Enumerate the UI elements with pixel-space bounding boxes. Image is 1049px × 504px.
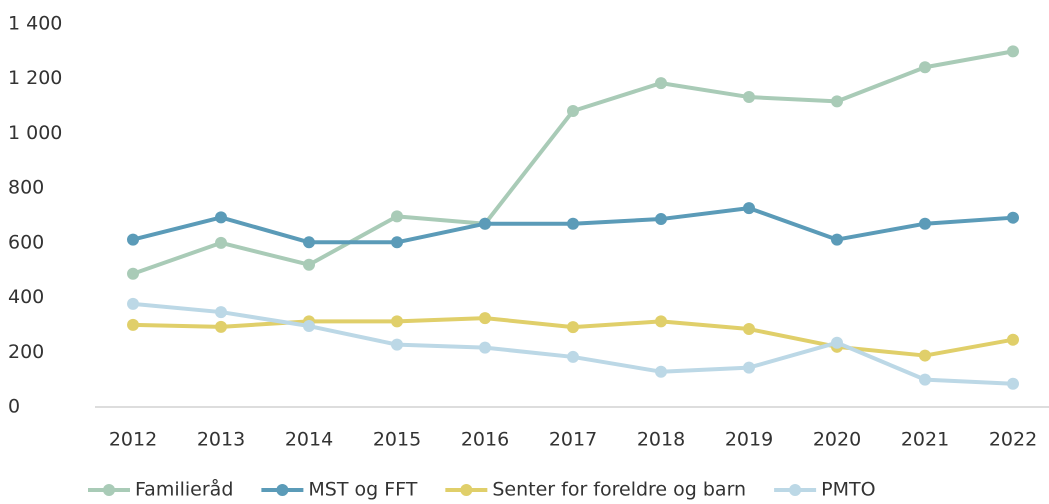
point [127,318,139,331]
point [743,91,755,104]
point [743,323,755,336]
point [479,217,491,230]
point [127,297,139,310]
point [303,236,315,249]
point [743,361,755,374]
point [919,373,931,386]
y-tick-label: 600 [8,231,44,253]
point [215,320,227,333]
x-tick-label: 2015 [373,429,421,451]
y-tick-label: 1 200 [8,67,62,89]
point [391,236,403,249]
point [919,61,931,74]
x-tick-label: 2019 [725,429,773,451]
legend-marker [103,484,115,496]
point [567,350,579,363]
x-tick-label: 2014 [285,429,333,451]
legend-marker [276,484,289,496]
x-tick-label: 2022 [989,429,1037,451]
point [391,338,403,351]
point [655,365,667,378]
point [919,217,931,230]
series-line [132,301,1014,386]
legend-label: PMTO [821,479,875,501]
point [215,236,227,249]
legend-marker [789,484,802,496]
y-tick-label: 0 [8,396,20,418]
point [831,233,843,246]
x-tick-label: 2013 [197,429,245,451]
y-tick-label: 1 000 [8,122,62,144]
legend-label: Senter for foreldre og barn [492,479,746,501]
y-tick-label: 400 [8,286,44,308]
x-tick-label: 2021 [901,429,949,451]
point [1007,333,1019,346]
legend-label: MST og FFT [308,479,417,501]
point [919,349,931,362]
point [391,315,403,328]
y-tick-label: 800 [8,177,44,199]
legend-marker [460,484,473,496]
point [567,321,579,334]
point [127,233,139,246]
point [743,202,755,215]
point [303,320,315,333]
point [215,211,227,224]
point [831,95,843,108]
point [655,213,667,226]
point [303,258,315,271]
point [1007,45,1019,58]
x-tick-label: 2012 [109,429,157,451]
point [1007,211,1019,224]
point [655,315,667,328]
point [479,312,491,325]
point [1007,377,1019,390]
point [655,77,667,90]
x-tick-label: 2018 [637,429,685,451]
point [215,306,227,319]
point [391,210,403,223]
series-line [132,49,1014,276]
legend-label: Familieråd [135,478,233,501]
point [831,336,843,349]
x-tick-label: 2017 [549,429,597,451]
point [567,217,579,230]
x-tick-label: 2020 [813,429,861,451]
point [479,341,491,354]
x-tick-label: 2016 [461,429,509,451]
y-tick-label: 200 [8,341,44,363]
point [567,104,579,117]
y-tick-label: 1 400 [8,13,62,35]
point [127,267,139,280]
